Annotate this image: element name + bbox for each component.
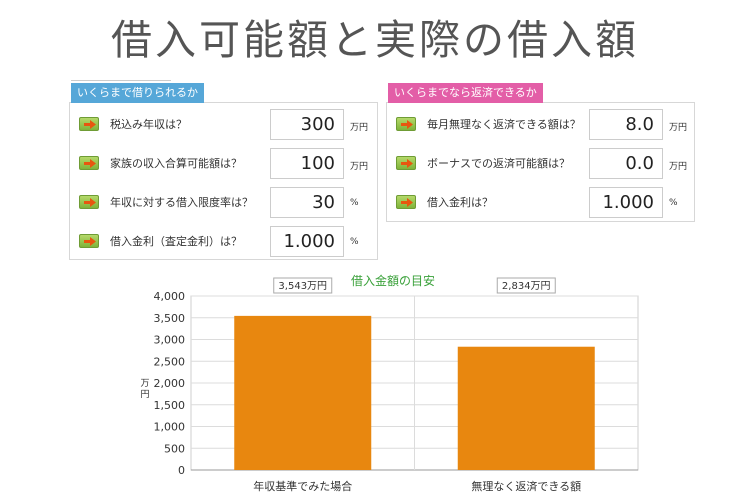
bar: [457, 346, 595, 470]
page-title: 借入可能額と実際の借入額: [111, 16, 639, 64]
right-arrow-icon[interactable]: [79, 117, 99, 131]
right-arrow-icon[interactable]: [396, 195, 416, 209]
y-axis-label: 万円: [140, 379, 149, 400]
borrowing-capacity-tab: いくらまで借りられるか: [71, 83, 204, 103]
right-arrow-icon[interactable]: [396, 156, 416, 170]
bonus-repayment-label: ボーナスでの返済可能額は？: [427, 157, 570, 170]
right-arrow-icon[interactable]: [79, 156, 99, 170]
loan-rate-label: 借入金利は？: [427, 196, 493, 209]
chart-bars: [234, 315, 595, 470]
right-arrow-icon[interactable]: [396, 117, 416, 131]
y-tick-label: 3,500: [154, 312, 186, 325]
bonus-repayment-row: ボーナスでの返済可能額は？ 0.0 万円: [387, 146, 694, 180]
family-income-row: 家族の収入合算可能額は？ 100 万円: [70, 146, 377, 180]
monthly-repayment-row: 毎月無理なく返済できる額は？ 8.0 万円: [387, 107, 694, 141]
data-labels: 3,543万円 2,834万円: [273, 277, 556, 294]
bonus-repayment-unit: 万円: [669, 162, 688, 172]
chart-title: 借入金額の目安: [351, 273, 435, 288]
y-tick-label: 2,500: [154, 355, 186, 368]
monthly-repayment-label: 毎月無理なく返済できる額は？: [427, 118, 581, 131]
y-tick-label: 3,000: [154, 334, 186, 347]
repayment-capacity-panel: いくらまでなら返済できるか 毎月無理なく返済できる額は？ 8.0 万円 ボーナス…: [386, 83, 695, 222]
right-arrow-icon[interactable]: [79, 195, 99, 209]
borrowing-limit-row: 年収に対する借入限度率は？ 30 %: [70, 185, 377, 219]
y-tick-label: 4,000: [154, 290, 186, 303]
bonus-repayment-input[interactable]: 0.0: [589, 148, 663, 179]
family-income-input[interactable]: 100: [270, 148, 344, 179]
x-axis-labels: 年収基準でみた場合 無理なく返済できる額: [253, 479, 581, 493]
loan-rate-row: 借入金利は？ 1.000 %: [387, 185, 694, 219]
data-label-box: [496, 277, 556, 294]
x-tick-label: 年収基準でみた場合: [253, 479, 352, 493]
y-tick-label: 1,000: [154, 421, 186, 434]
y-tick-label: 500: [164, 442, 185, 455]
annual-income-label: 税込み年収は？: [110, 118, 187, 131]
monthly-repayment-input[interactable]: 8.0: [589, 109, 663, 140]
assessment-rate-label: 借入金利（査定金利）は？: [110, 235, 242, 248]
y-tick-label: 1,500: [154, 399, 186, 412]
loan-rate-unit: %: [669, 198, 678, 208]
data-label: 3,543万円: [278, 281, 327, 292]
annual-income-unit: 万円: [350, 123, 369, 133]
bar: [234, 315, 372, 470]
annual-income-input[interactable]: 300: [270, 109, 344, 140]
borrowing-limit-input[interactable]: 30: [270, 187, 344, 218]
x-tick-label: 無理なく返済できる額: [471, 479, 581, 493]
repayment-capacity-tab: いくらまでなら返済できるか: [388, 83, 543, 103]
assessment-rate-unit: %: [350, 237, 359, 247]
assessment-rate-row: 借入金利（査定金利）は？ 1.000 %: [70, 224, 377, 258]
loan-amount-chart: 借入金額の目安 0 500 1,000 1,500 2,000 2,500 3,000 3,5…: [140, 273, 639, 493]
y-axis-ticks: 0 500 1,000 1,500 2,000 2,500 3,000 3,500 4,000: [154, 290, 186, 477]
monthly-repayment-unit: 万円: [669, 123, 688, 133]
y-tick-label: 0: [178, 464, 185, 477]
family-income-unit: 万円: [350, 162, 369, 172]
annual-income-row: 税込み年収は？ 300 万円: [70, 107, 377, 141]
data-label-box: [273, 277, 333, 294]
tab-divider: [71, 80, 171, 81]
borrowing-limit-unit: %: [350, 198, 359, 208]
loan-rate-input[interactable]: 1.000: [589, 187, 663, 218]
data-label: 2,834万円: [502, 281, 551, 292]
borrowing-limit-label: 年収に対する借入限度率は？: [110, 196, 253, 209]
assessment-rate-input[interactable]: 1.000: [270, 226, 344, 257]
right-arrow-icon[interactable]: [79, 234, 99, 248]
borrowing-capacity-panel: いくらまで借りられるか 税込み年収は？ 300 万円 家族の収入合算可能額は？ …: [69, 80, 378, 260]
family-income-label: 家族の収入合算可能額は？: [110, 157, 242, 170]
y-tick-label: 2,000: [154, 377, 186, 390]
